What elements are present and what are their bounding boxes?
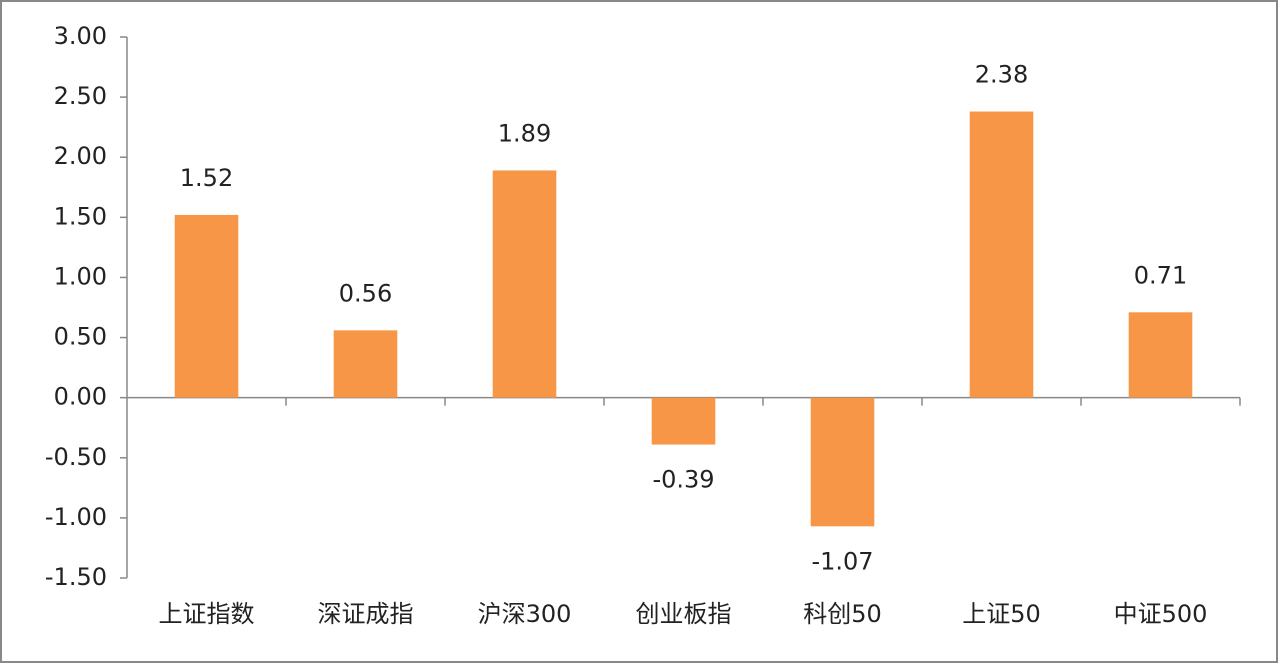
x-tick-label: 深证成指 — [318, 600, 414, 628]
y-tick-label: 2.00 — [54, 142, 107, 170]
bar — [969, 111, 1034, 398]
x-tick-label: 上证50 — [962, 600, 1041, 628]
value-label: 0.56 — [339, 279, 392, 307]
y-tick-label: 3.00 — [54, 22, 107, 50]
value-label: -0.39 — [652, 466, 714, 494]
value-label: 2.38 — [975, 61, 1028, 89]
y-tick-label: -1.00 — [45, 503, 107, 531]
value-label: 1.52 — [180, 164, 233, 192]
x-tick-label: 科创50 — [803, 600, 882, 628]
x-tick-label: 创业板指 — [636, 600, 732, 628]
value-label: 0.71 — [1134, 261, 1187, 289]
y-tick-label: -0.50 — [45, 443, 107, 471]
x-tick-label: 中证500 — [1114, 600, 1208, 628]
bar — [651, 397, 716, 445]
x-tick-label: 沪深300 — [478, 600, 572, 628]
bar — [492, 170, 557, 398]
bar — [333, 330, 398, 398]
y-tick-label: 0.00 — [54, 383, 107, 411]
y-tick-label: 0.50 — [54, 323, 107, 351]
value-label: -1.07 — [811, 547, 873, 575]
bar — [174, 214, 239, 398]
y-tick-label: -1.50 — [45, 563, 107, 591]
bar — [810, 397, 875, 527]
y-tick-label: 2.50 — [54, 82, 107, 110]
x-tick-label: 上证指数 — [159, 600, 255, 628]
bar — [1128, 312, 1193, 398]
y-tick-label: 1.00 — [54, 262, 107, 290]
y-tick-label: 1.50 — [54, 202, 107, 230]
value-label: 1.89 — [498, 119, 551, 147]
